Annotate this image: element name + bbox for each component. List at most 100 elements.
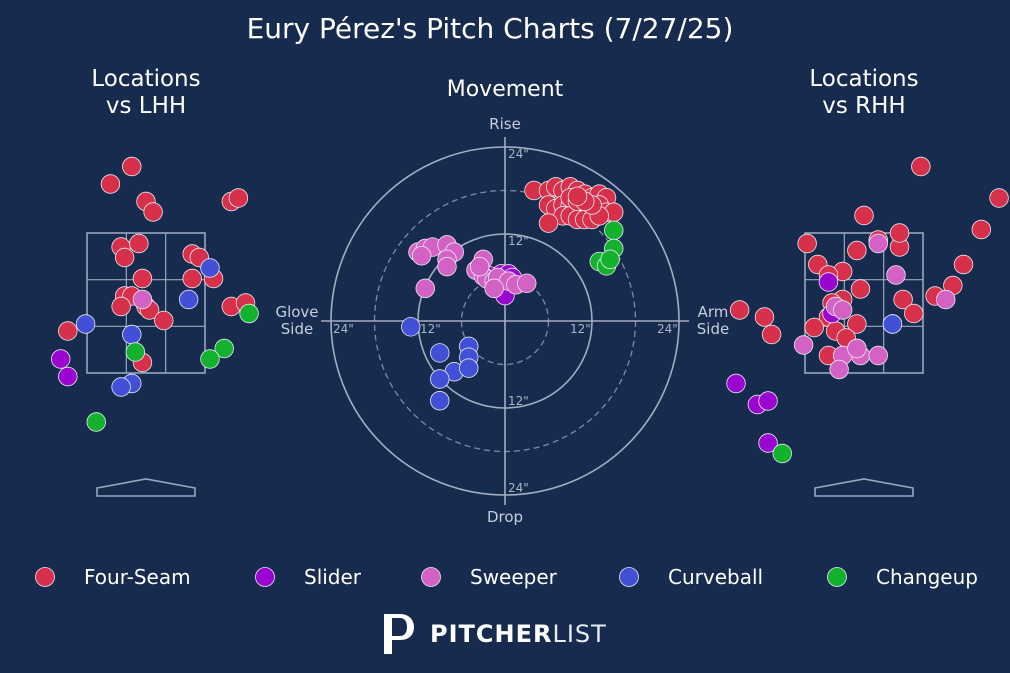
pitch-point bbox=[411, 246, 432, 266]
wordmark-light: LIST bbox=[552, 620, 607, 648]
tick-label: 12" bbox=[508, 394, 529, 408]
axis-label-arm-side-line: Arm bbox=[698, 303, 729, 321]
pitch-point bbox=[58, 321, 78, 341]
pitch-point bbox=[401, 317, 421, 337]
pitch-point bbox=[886, 265, 906, 285]
pitch-point bbox=[415, 278, 435, 299]
pitch-point bbox=[911, 156, 931, 177]
pitcherlist-logo: PITCHERLIST bbox=[378, 612, 607, 656]
legend-label: Changeup bbox=[876, 565, 978, 589]
pitch-point bbox=[114, 247, 135, 268]
pitch-point bbox=[847, 240, 867, 261]
pitch-point bbox=[517, 273, 537, 294]
pitch-point bbox=[567, 186, 588, 207]
strike-zone-outline bbox=[86, 232, 206, 374]
panel-title-line: Locations bbox=[91, 66, 200, 92]
legend-item-four-seam: Four-Seam bbox=[35, 565, 191, 589]
series-curveball bbox=[882, 314, 903, 334]
pitch-point bbox=[726, 373, 746, 394]
pitch-point bbox=[132, 289, 153, 310]
pitch-point bbox=[214, 338, 234, 359]
pitch-point bbox=[143, 202, 163, 222]
pitch-point bbox=[122, 324, 142, 345]
pitch-point bbox=[604, 220, 624, 241]
rhh-location-panel: Locations vs RHH bbox=[726, 66, 1009, 497]
pitch-point bbox=[847, 314, 867, 334]
legend-marker bbox=[421, 567, 441, 587]
legend-item-curveball: Curveball bbox=[619, 565, 763, 589]
pitch-point bbox=[854, 205, 874, 226]
series-curveball bbox=[401, 317, 479, 411]
panel-title: Movement bbox=[447, 77, 564, 102]
tick-label: 24" bbox=[508, 147, 529, 161]
series-sweeper bbox=[793, 233, 956, 380]
strike-zone-outline bbox=[804, 232, 924, 374]
home-plate bbox=[814, 478, 914, 497]
pitch-point bbox=[754, 307, 775, 327]
series-four-seam bbox=[524, 177, 624, 233]
legend-item-sweeper: Sweeper bbox=[421, 565, 558, 589]
axis-label-arm-side: Arm Side bbox=[697, 303, 729, 338]
axis-label-glove-side-line: Glove bbox=[275, 303, 318, 321]
pitch-point bbox=[868, 233, 888, 254]
legend-marker bbox=[619, 567, 639, 587]
pitch-point bbox=[132, 268, 153, 289]
pitch-point bbox=[818, 272, 839, 292]
pitch-point bbox=[893, 289, 913, 310]
axis-label-arm-side-line: Side bbox=[697, 320, 729, 338]
home-plate bbox=[96, 478, 196, 497]
pitch-point bbox=[729, 300, 750, 320]
panel-title-line: vs LHH bbox=[106, 93, 186, 119]
panel-title-line: Movement bbox=[447, 77, 564, 102]
pitch-point bbox=[797, 233, 817, 254]
pitch-point bbox=[793, 335, 814, 355]
axis-label-drop-line: Drop bbox=[487, 508, 523, 526]
series-sweeper bbox=[408, 235, 537, 299]
pitch-point bbox=[804, 317, 824, 338]
legend-marker bbox=[35, 567, 55, 587]
axis-label-glove-side-line: Side bbox=[281, 320, 313, 338]
legend: Four-Seam Slider Sweeper Curveball Changeup bbox=[35, 565, 978, 589]
legend-marker bbox=[255, 567, 275, 587]
pitch-point bbox=[459, 358, 479, 378]
axis-label-rise: Rise bbox=[489, 115, 521, 133]
chart-title: Eury Pérez's Pitch Charts (7/27/25) bbox=[247, 12, 734, 45]
series-changeup bbox=[772, 443, 792, 464]
pitch-point bbox=[761, 324, 782, 345]
pitch-point bbox=[430, 369, 450, 389]
pitch-point bbox=[889, 223, 910, 243]
pitch-point bbox=[850, 279, 871, 299]
pitch-point bbox=[50, 349, 71, 369]
movement-rings bbox=[321, 137, 689, 505]
pitch-point bbox=[86, 412, 106, 432]
legend-item-changeup: Changeup bbox=[827, 565, 978, 589]
pitch-point bbox=[430, 391, 450, 411]
legend-label: Four-Seam bbox=[84, 565, 191, 589]
panel-title-line: Locations bbox=[809, 66, 918, 92]
pitch-point bbox=[829, 359, 849, 380]
pitch-point bbox=[758, 433, 778, 453]
legend-label: Sweeper bbox=[470, 565, 558, 589]
pitch-point bbox=[538, 213, 559, 233]
pitch-point bbox=[971, 219, 991, 240]
pitch-point bbox=[239, 303, 259, 324]
pitch-point bbox=[125, 342, 146, 362]
legend-marker bbox=[827, 567, 847, 587]
panel-title: Locations vs LHH bbox=[91, 66, 200, 119]
pitch-point bbox=[989, 188, 1009, 208]
pitch-point bbox=[154, 310, 174, 331]
axis-label-glove-side: Glove Side bbox=[275, 303, 318, 338]
wordmark-bold: PITCHER bbox=[430, 620, 553, 648]
pitch-point bbox=[100, 174, 121, 194]
pitch-point bbox=[58, 366, 78, 387]
pitch-point bbox=[228, 188, 249, 208]
series-four-seam bbox=[729, 156, 1009, 366]
pitcherlist-wordmark: PITCHERLIST bbox=[430, 620, 607, 648]
pitch-point bbox=[772, 443, 792, 464]
series-changeup bbox=[589, 220, 624, 276]
panel-title: Locations vs RHH bbox=[809, 66, 918, 119]
pitch-point bbox=[122, 156, 142, 177]
panel-title-line: vs RHH bbox=[822, 93, 905, 119]
